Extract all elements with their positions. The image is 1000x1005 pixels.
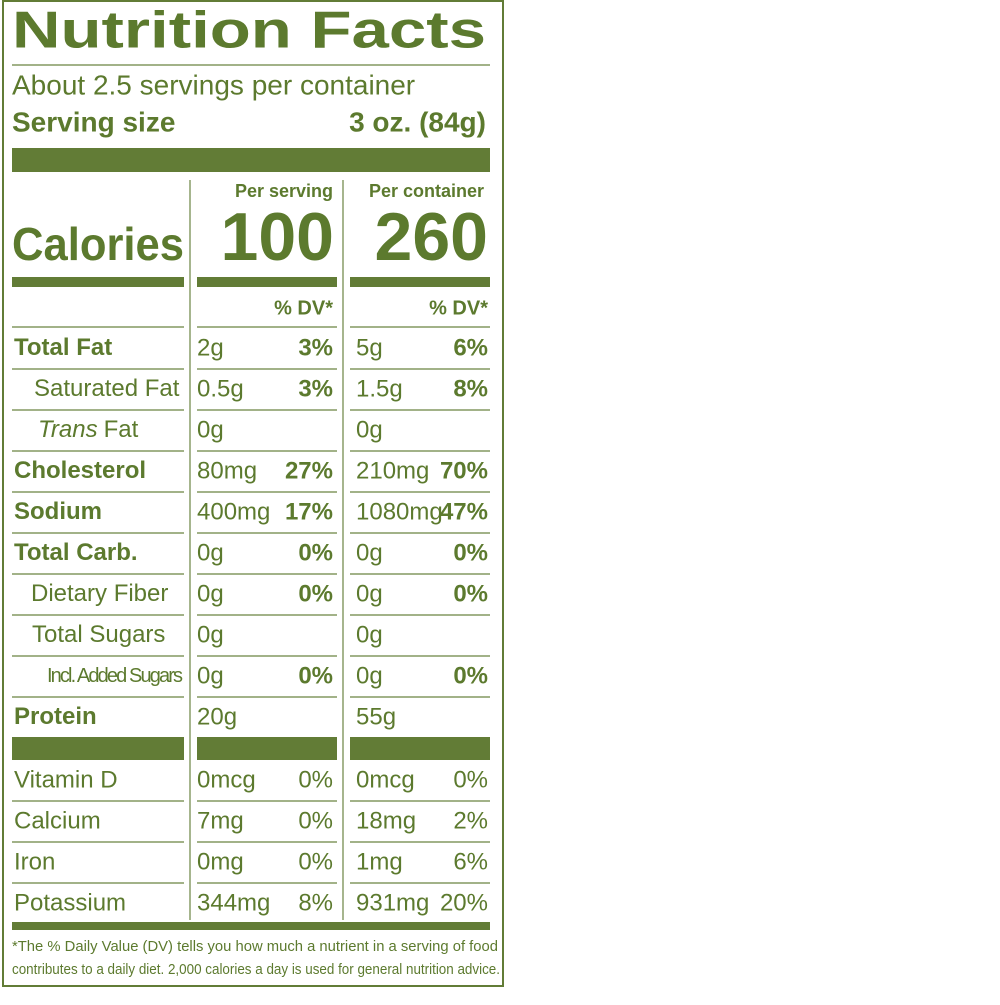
- name-part: Total Sugars: [32, 621, 165, 648]
- nutrient-name: Incl. Added Sugars: [47, 665, 183, 687]
- daily-value: 3%: [298, 375, 333, 402]
- name-part: Cholesterol: [14, 457, 146, 484]
- daily-value: 0%: [298, 807, 333, 834]
- daily-value: 8%: [298, 889, 333, 916]
- daily-value: 2%: [453, 807, 488, 834]
- amount: 1.5g: [356, 375, 403, 402]
- servings: About 2.5 servings per container: [12, 69, 415, 100]
- amount: 0.5g: [197, 375, 244, 402]
- nutrient-name: Saturated Fat: [34, 375, 180, 402]
- calories-value: 100: [221, 199, 334, 275]
- column-header: Per serving: [235, 181, 333, 201]
- nutrient-name: Sodium: [14, 498, 102, 525]
- amount: 55g: [356, 703, 396, 730]
- nutrient-name: Dietary Fiber: [31, 580, 168, 607]
- amount: 1mg: [356, 848, 403, 875]
- vitamin-name: Calcium: [14, 807, 101, 834]
- name-part: Saturated Fat: [34, 375, 180, 402]
- amount: 0g: [197, 539, 224, 566]
- thick-bar: [12, 148, 490, 172]
- name-part: Protein: [14, 703, 97, 730]
- amount: 20g: [197, 703, 237, 730]
- amount: 0g: [356, 539, 383, 566]
- daily-value: 0%: [298, 539, 333, 566]
- column-header: Per container: [369, 181, 484, 201]
- nutrient-name: Protein: [14, 703, 97, 730]
- bar: [12, 277, 184, 287]
- daily-value: 6%: [453, 848, 488, 875]
- name-part: Incl. Added Sugars: [47, 665, 183, 687]
- daily-value: 17%: [285, 498, 333, 525]
- amount: 400mg: [197, 498, 270, 525]
- label-border: [2, 0, 504, 987]
- amount: 5g: [356, 334, 383, 361]
- vitamin-name: Iron: [14, 848, 55, 875]
- nutrient-name: Total Fat: [14, 334, 112, 361]
- daily-value: 70%: [440, 457, 488, 484]
- amount: 18mg: [356, 807, 416, 834]
- name-part: Total Carb.: [14, 539, 138, 566]
- amount: 1080mg: [356, 498, 443, 525]
- amount: 80mg: [197, 457, 257, 484]
- name-part: Trans: [38, 416, 98, 443]
- amount: 210mg: [356, 457, 429, 484]
- vitamin-name: Potassium: [14, 889, 126, 916]
- daily-value: 8%: [453, 375, 488, 402]
- daily-value: 0%: [453, 662, 488, 689]
- amount: 0g: [197, 621, 224, 648]
- amount: 0g: [197, 580, 224, 607]
- daily-value: 3%: [298, 334, 333, 361]
- daily-value: 0%: [298, 766, 333, 793]
- amount: 0g: [197, 662, 224, 689]
- daily-value: 0%: [298, 580, 333, 607]
- name-part: Total Fat: [14, 334, 112, 361]
- daily-value: 0%: [298, 848, 333, 875]
- thick-bar: [12, 922, 490, 930]
- title: Nutrition Facts: [12, 2, 486, 60]
- daily-value: 20%: [440, 889, 488, 916]
- amount: 0mcg: [356, 766, 415, 793]
- name-part: Fat: [104, 416, 139, 443]
- thick-bar: [197, 737, 337, 760]
- vitamin-name: Vitamin D: [14, 766, 118, 793]
- amount: 0g: [356, 621, 383, 648]
- nutrient-name: Cholesterol: [14, 457, 146, 484]
- name-part: Dietary Fiber: [31, 580, 168, 607]
- daily-value: 0%: [298, 662, 333, 689]
- serving-size-value: 3 oz. (84g): [349, 106, 486, 137]
- footnote: *The % Daily Value (DV) tells you how mu…: [12, 938, 498, 955]
- amount: 0g: [356, 416, 383, 443]
- footnote: contributes to a daily diet. 2,000 calor…: [12, 961, 500, 978]
- name-part: Sodium: [14, 498, 102, 525]
- dv-header: % DV*: [274, 297, 333, 319]
- daily-value: 0%: [453, 580, 488, 607]
- amount: 0g: [197, 416, 224, 443]
- daily-value: 27%: [285, 457, 333, 484]
- bar: [350, 277, 490, 287]
- thick-bar: [350, 737, 490, 760]
- amount: 0g: [356, 662, 383, 689]
- daily-value: 0%: [453, 539, 488, 566]
- serving-size-label: Serving size: [12, 106, 175, 137]
- nutrient-name: Trans Fat: [38, 416, 139, 443]
- dv-header: % DV*: [429, 297, 488, 319]
- nutrient-name: Total Sugars: [32, 621, 165, 648]
- amount: 7mg: [197, 807, 244, 834]
- calories-value: 260: [375, 199, 488, 275]
- daily-value: 47%: [440, 498, 488, 525]
- amount: 0g: [356, 580, 383, 607]
- nutrient-name: Total Carb.: [14, 539, 138, 566]
- amount: 344mg: [197, 889, 270, 916]
- amount: 2g: [197, 334, 224, 361]
- calories-label: Calories: [12, 218, 184, 270]
- amount: 931mg: [356, 889, 429, 916]
- thick-bar: [12, 737, 184, 760]
- amount: 0mcg: [197, 766, 256, 793]
- daily-value: 0%: [453, 766, 488, 793]
- daily-value: 6%: [453, 334, 488, 361]
- amount: 0mg: [197, 848, 244, 875]
- bar: [197, 277, 337, 287]
